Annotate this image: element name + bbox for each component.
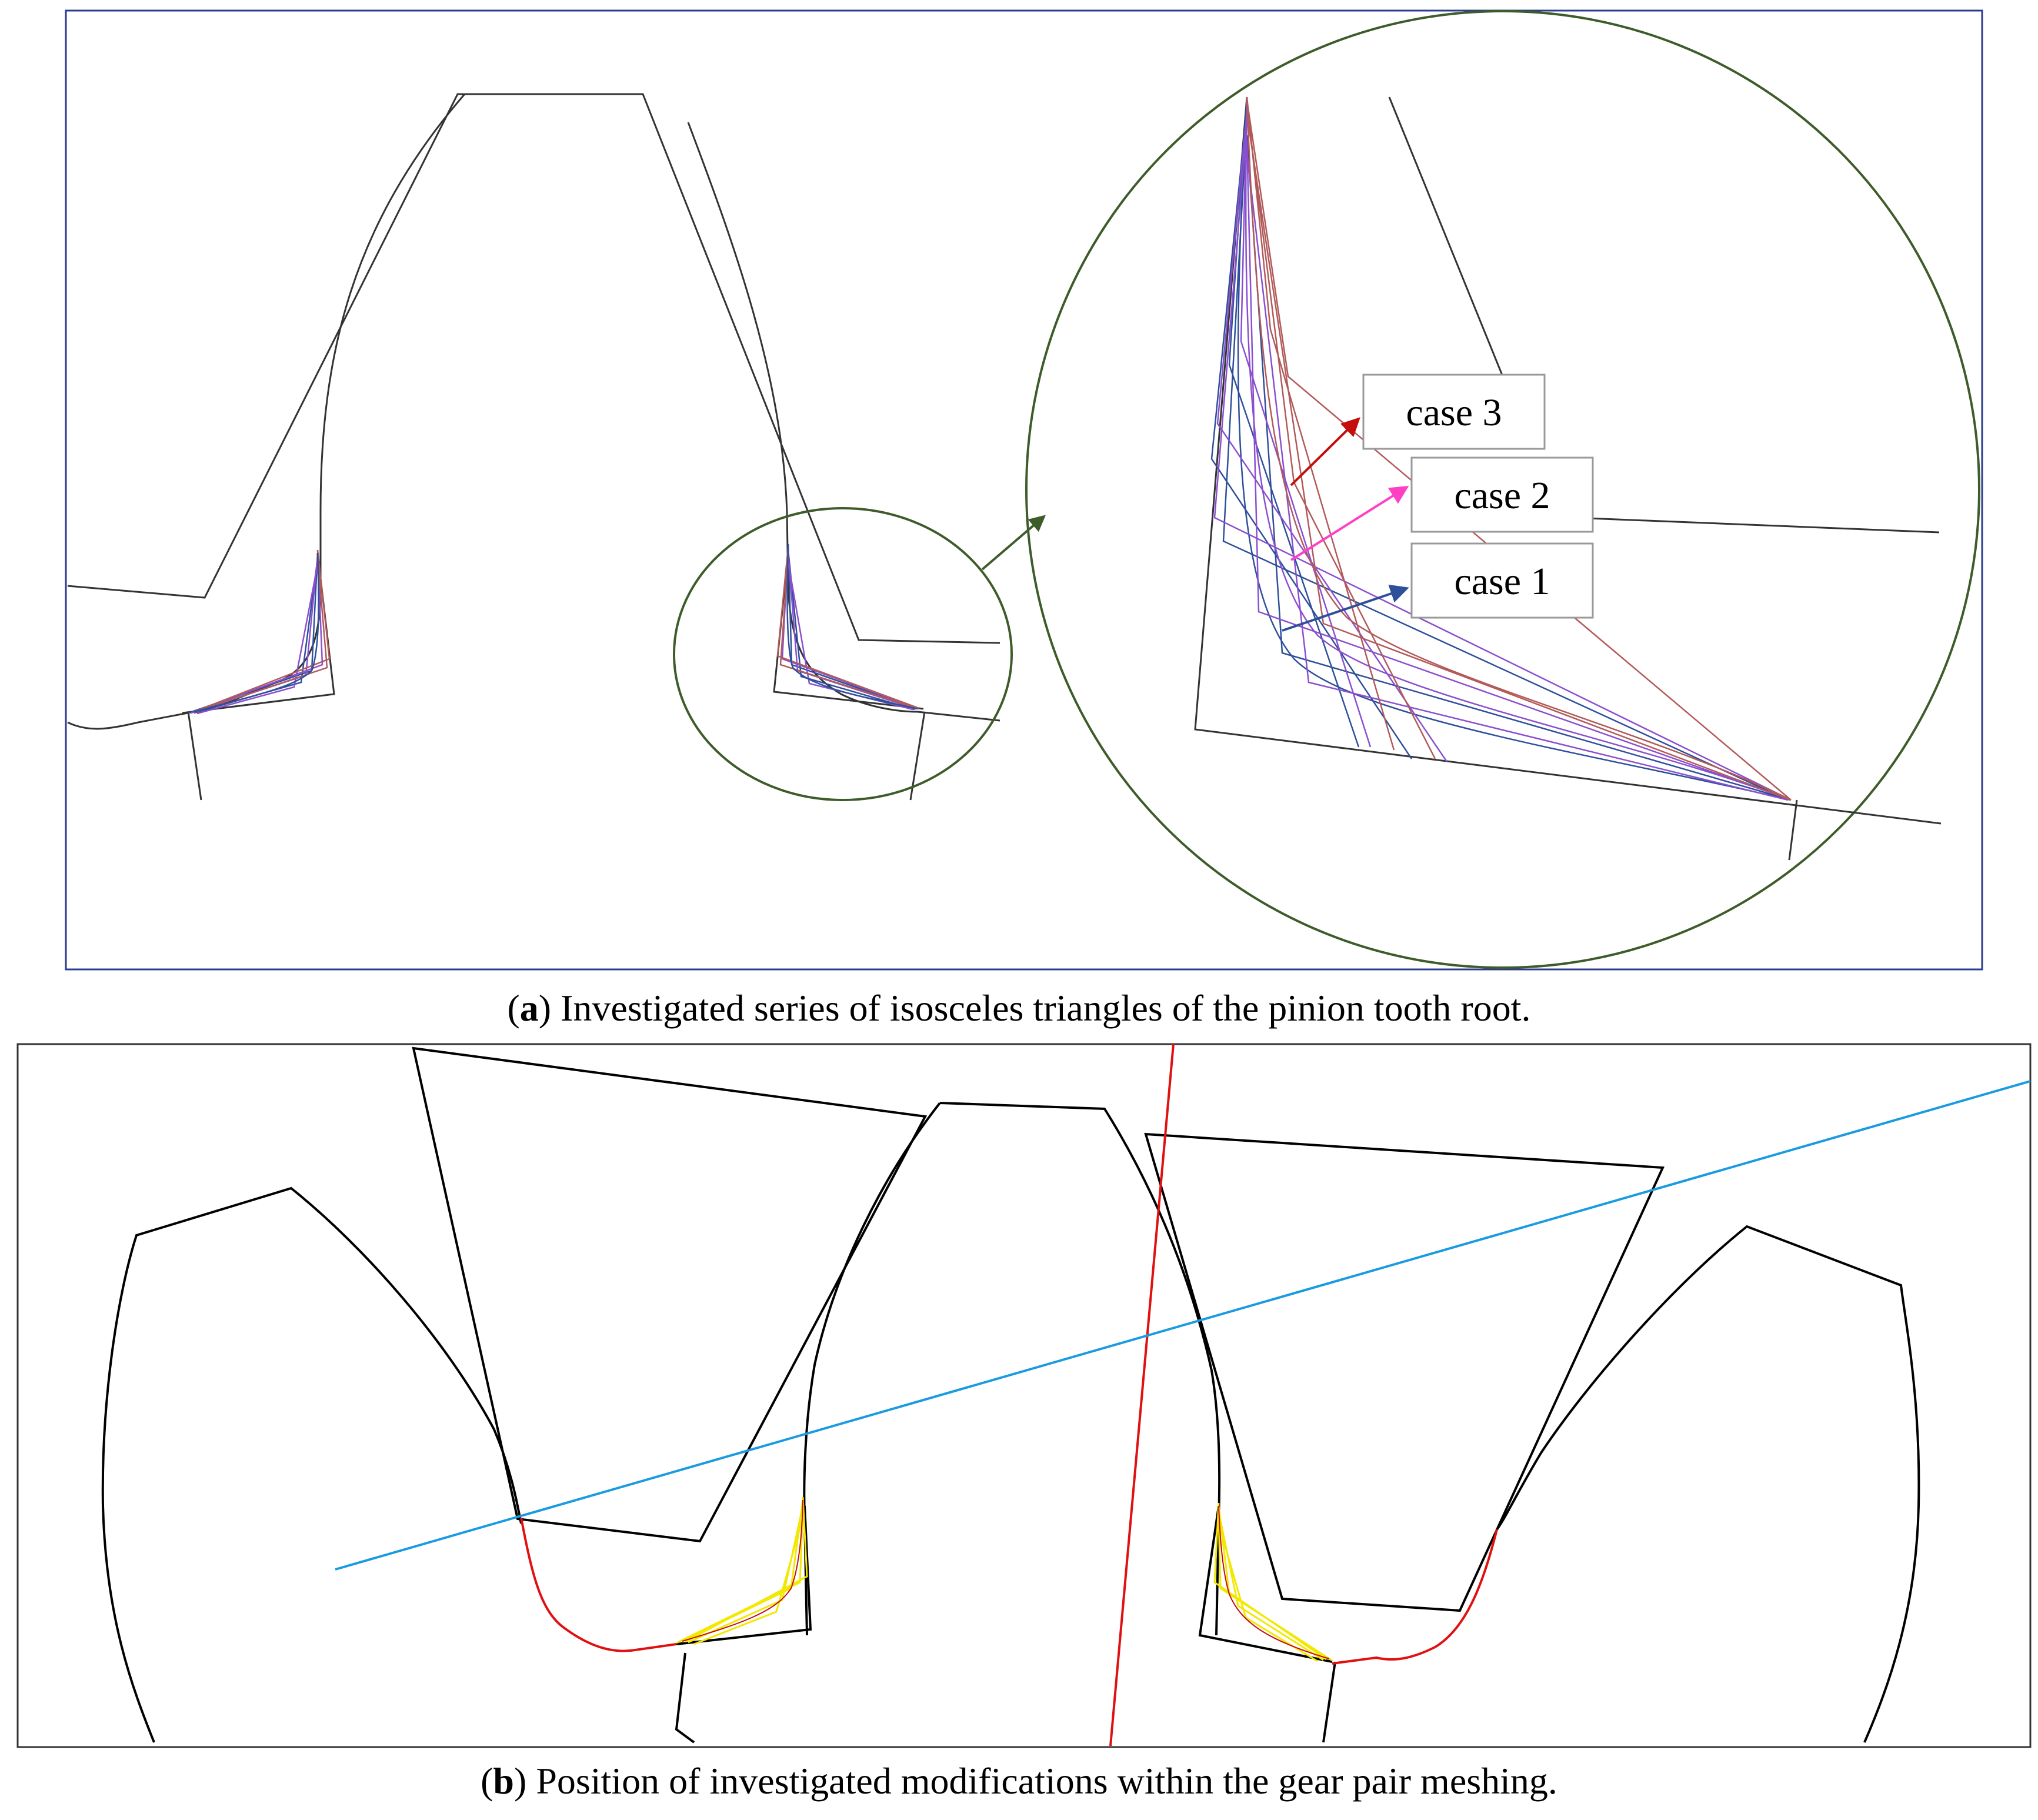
left-root-radial bbox=[187, 711, 202, 801]
yellow-modifications-left bbox=[676, 1496, 808, 1645]
panel-a-frame bbox=[65, 9, 1983, 971]
case1-label: case 1 bbox=[1454, 560, 1550, 603]
zoom-construction bbox=[1194, 96, 1942, 861]
root-box-left bbox=[676, 1505, 812, 1645]
case2-arrow bbox=[1290, 485, 1409, 561]
red-fillet-right bbox=[1332, 1529, 1498, 1665]
case3-arrow bbox=[1290, 417, 1360, 486]
panel-a-caption-letter: a bbox=[519, 987, 539, 1029]
case2-label: case 2 bbox=[1454, 474, 1550, 517]
case3-box bbox=[1362, 374, 1546, 450]
pinion-right-root bbox=[1322, 1661, 1336, 1743]
right-root-radial bbox=[909, 711, 926, 801]
panel-b-caption-text: Position of investigated modifications w… bbox=[526, 1760, 1557, 1802]
red-fillet-left bbox=[520, 1517, 677, 1652]
panel-b-caption-letter: b bbox=[493, 1760, 514, 1802]
zoom-case2-family bbox=[1213, 99, 1792, 801]
centre-line-red bbox=[1109, 1044, 1175, 1746]
line-of-action bbox=[335, 1080, 2031, 1571]
yellow-modifications-right bbox=[1213, 1502, 1333, 1662]
zoom-source-circle bbox=[673, 507, 1013, 801]
right-fillet-series bbox=[776, 544, 919, 711]
case2-box bbox=[1410, 456, 1594, 533]
case1-arrow bbox=[1282, 584, 1409, 632]
gear-left-tooth bbox=[101, 1186, 522, 1743]
rack-profile bbox=[67, 93, 1000, 644]
panel-a: case 3 case 2 case 1 bbox=[65, 9, 1983, 971]
root-box-right bbox=[1198, 1505, 1333, 1663]
panel-b-frame bbox=[16, 1043, 2032, 1748]
zoom-arrow bbox=[981, 515, 1046, 571]
gear-right-tooth bbox=[1496, 1225, 1920, 1743]
pinion-left-root bbox=[675, 1652, 695, 1744]
case1-box bbox=[1410, 542, 1594, 619]
triangle-right bbox=[1144, 1132, 1665, 1612]
zoom-case1-family bbox=[1210, 96, 1792, 801]
panel-a-caption-text: Investigated series of isosceles triangl… bbox=[551, 987, 1531, 1029]
gear-center-tooth bbox=[803, 1102, 1221, 1636]
panel-b bbox=[16, 1043, 2032, 1748]
triangle-left bbox=[412, 1046, 928, 1543]
pinion-tooth-profile bbox=[67, 94, 1000, 730]
left-fillet-series bbox=[188, 549, 331, 715]
panel-a-caption: (a) Investigated series of isosceles tri… bbox=[507, 987, 1531, 1029]
case3-label: case 3 bbox=[1406, 391, 1502, 434]
panel-b-caption: (b) Position of investigated modificatio… bbox=[481, 1760, 1557, 1802]
zoom-detail-circle bbox=[1025, 10, 1980, 969]
